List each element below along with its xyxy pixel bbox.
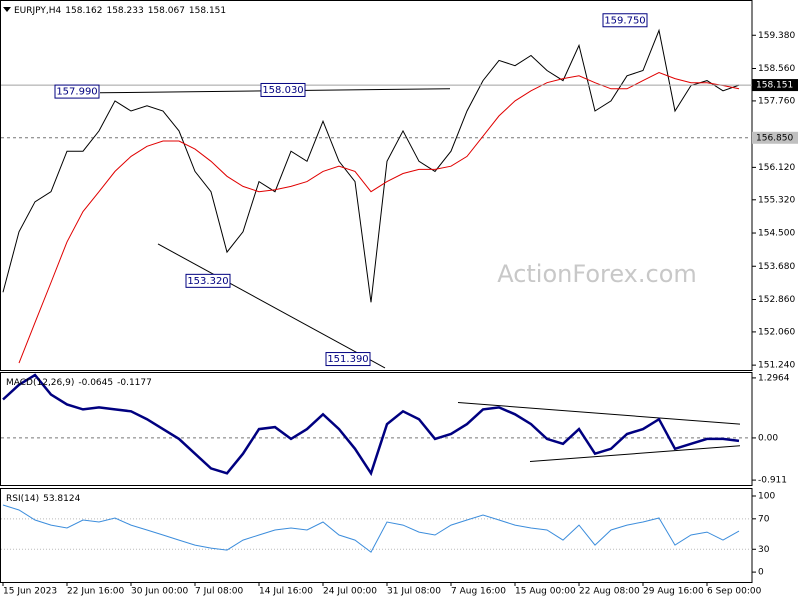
- y-tick-label: 30: [758, 545, 770, 555]
- header-ohlc: 158.233: [106, 6, 143, 16]
- header-value: -0.0645: [78, 378, 113, 388]
- y-tick-label: 156.120: [758, 163, 795, 173]
- y-tick-label: 0: [758, 568, 764, 578]
- x-tick-label: 14 Jul 16:00: [259, 587, 313, 597]
- y-tick-label: 1.2964: [758, 373, 790, 383]
- header-title: EURJPY,H4: [14, 6, 62, 16]
- y-tick-label: 158.560: [758, 64, 795, 74]
- price-label-box: [325, 352, 371, 367]
- x-tick-label: 15 Aug 00:00: [515, 587, 576, 597]
- x-tick-label: 24 Jul 00:00: [323, 587, 377, 597]
- header-ohlc: 158.162: [65, 6, 102, 16]
- level-label: 156.850: [756, 133, 793, 143]
- price-label-box: [185, 273, 231, 288]
- y-tick-label: 155.320: [758, 195, 795, 205]
- panel-frame: [0, 488, 753, 583]
- x-tick-label: 7 Aug 16:00: [451, 587, 506, 597]
- x-tick-label: 7 Jul 08:00: [195, 587, 244, 597]
- x-tick-label: 22 Aug 08:00: [579, 587, 640, 597]
- panel-header: RSI(14) 53.8124: [6, 494, 81, 504]
- x-tick-label: 31 Jul 08:00: [387, 587, 441, 597]
- y-tick-label: 157.760: [758, 96, 795, 106]
- header-title: MACD(12,26,9): [6, 378, 74, 388]
- price-label: 151.390: [327, 354, 368, 365]
- header-value: 53.8124: [43, 494, 80, 504]
- header-title: RSI(14): [6, 494, 39, 504]
- panel-frame: [0, 0, 753, 371]
- price-label-box: [54, 84, 100, 99]
- x-tick-label: 30 Jun 00:00: [131, 587, 188, 597]
- y-tick-label: 100: [758, 491, 775, 501]
- y-tick-label: -0.911: [758, 476, 787, 486]
- y-tick-label: 153.680: [758, 262, 795, 272]
- series-line: [18, 71, 740, 364]
- price-label: 157.990: [56, 87, 97, 98]
- price-label-box: [602, 13, 648, 28]
- trend-line: [457, 402, 741, 425]
- panel-frame: [0, 372, 753, 486]
- price-label: 158.030: [262, 85, 303, 96]
- panel-header: EURJPY,H4 158.162 158.233 158.067 158.151: [14, 6, 226, 16]
- trend-line: [157, 243, 386, 369]
- price-label-box: [260, 82, 306, 97]
- y-tick-label: 159.380: [758, 31, 795, 41]
- watermark: ActionForex.com: [497, 260, 697, 288]
- header-ohlc: 158.151: [189, 6, 226, 16]
- price-label: 159.750: [604, 15, 645, 26]
- y-tick-label: 70: [758, 514, 770, 524]
- panel-header: MACD(12,26,9) -0.0645 -0.1177: [6, 378, 152, 388]
- header-signal: -0.1177: [117, 378, 152, 388]
- level-box: [752, 131, 798, 144]
- series-line: [2, 373, 740, 477]
- x-tick-label: 22 Jun 16:00: [67, 587, 124, 597]
- menu-arrow: [3, 7, 11, 12]
- series-line: [2, 28, 740, 303]
- x-tick-label: 29 Aug 16:00: [643, 587, 704, 597]
- x-tick-label: 6 Sep 00:00: [707, 587, 762, 597]
- price-label: 153.320: [187, 276, 228, 287]
- series-line: [2, 504, 740, 553]
- last-price-label: 158.151: [756, 81, 793, 91]
- y-tick-label: 151.240: [758, 361, 795, 371]
- y-tick-label: 154.500: [758, 229, 795, 239]
- y-tick-label: 152.860: [758, 295, 795, 305]
- trend-line: [529, 445, 741, 463]
- y-tick-label: 152.060: [758, 327, 795, 337]
- header-ohlc: 158.067: [148, 6, 185, 16]
- y-tick-label: 0.00: [758, 433, 778, 443]
- last-price-box: [752, 79, 798, 92]
- x-tick-label: 15 Jun 2023: [3, 587, 57, 597]
